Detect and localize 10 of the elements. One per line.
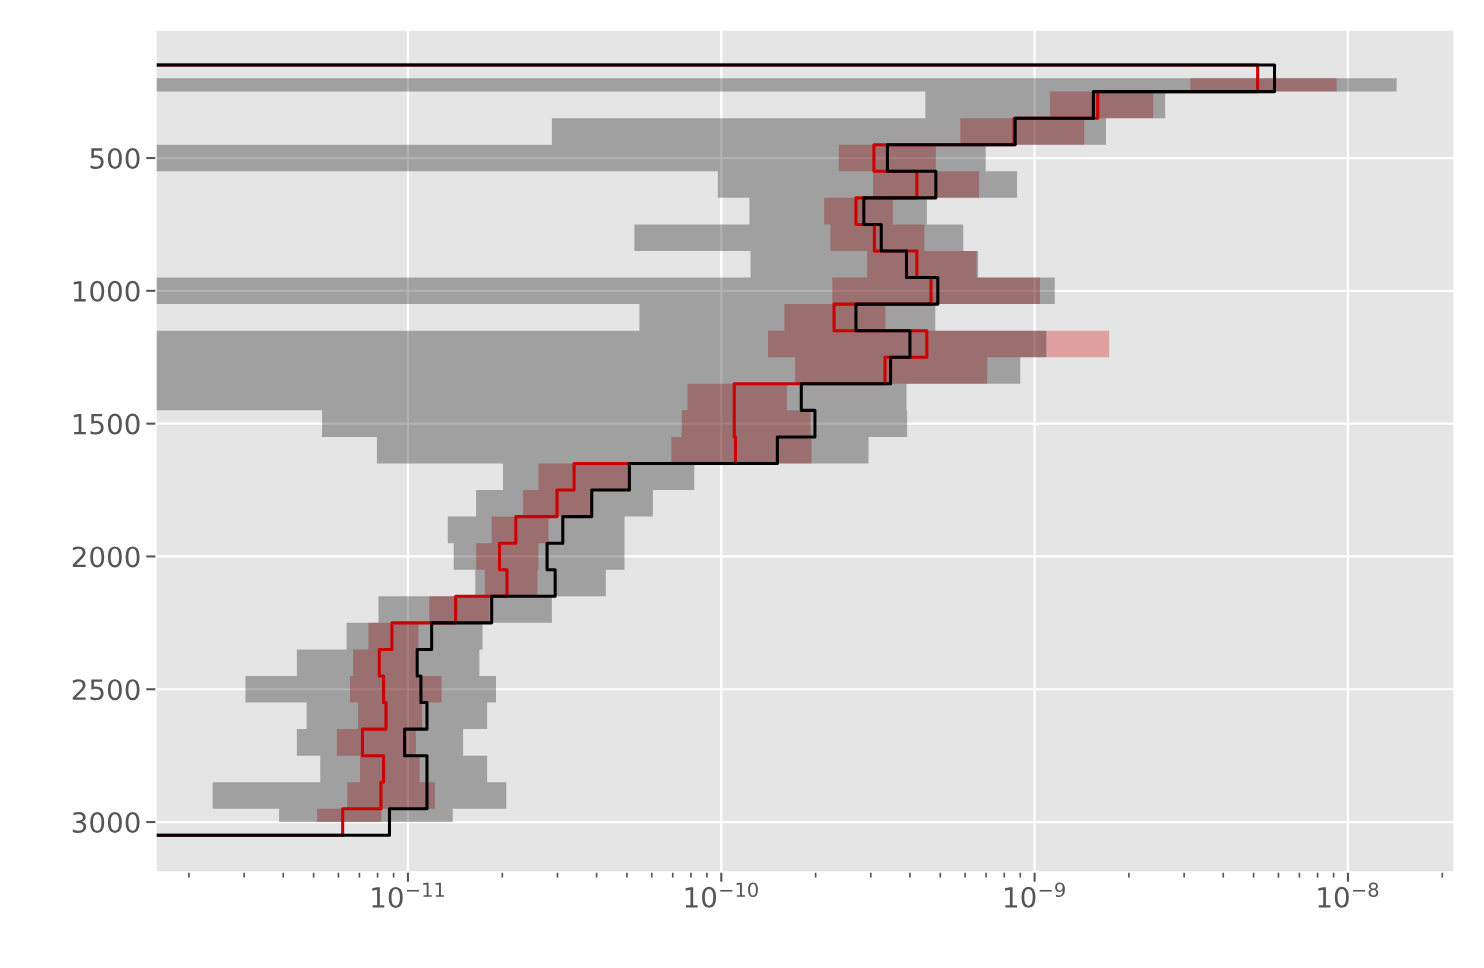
y-tick-label: 1500 bbox=[73, 413, 140, 435]
x-tick-label: 10$^{−9}$ bbox=[1005, 882, 1065, 908]
y-tick-label: 500 bbox=[90, 147, 140, 169]
x-tick-label: 10$^{−10}$ bbox=[685, 882, 758, 908]
y-tick-label: 2000 bbox=[72, 546, 140, 568]
x-tick-label: 10$^{−8}$ bbox=[1318, 882, 1379, 908]
y-tick-label: 2500 bbox=[72, 679, 140, 701]
y-tick-label: 1000 bbox=[73, 280, 140, 302]
x-tick-label: 10$^{−11}$ bbox=[372, 882, 445, 908]
y-tick-label: 3000 bbox=[72, 812, 140, 834]
